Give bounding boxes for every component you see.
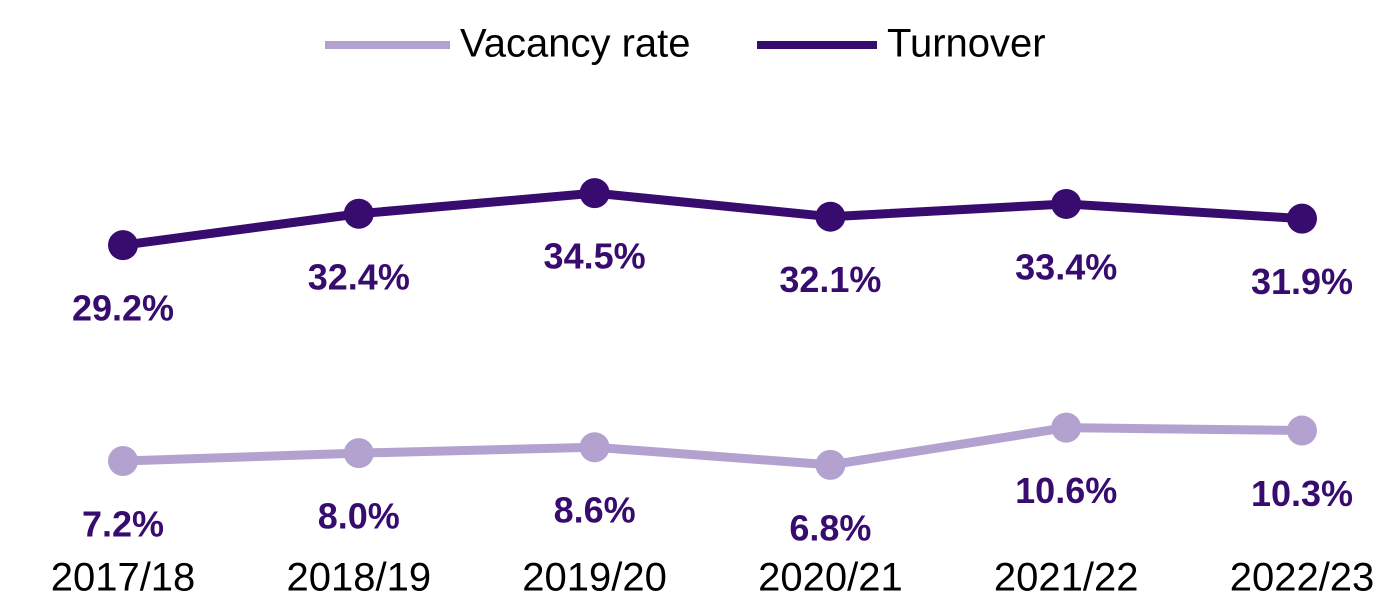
data-point (108, 445, 138, 476)
legend-label: Turnover (887, 22, 1046, 66)
data-point (343, 438, 374, 469)
x-tick-label: 2022/23 (1230, 556, 1375, 598)
data-label: 10.3% (1251, 473, 1353, 514)
x-tick-label: 2019/20 (522, 556, 667, 598)
data-label: 32.4% (308, 256, 410, 297)
x-tick-label: 2018/19 (287, 556, 432, 598)
x-tick-label: 2017/18 (51, 556, 196, 598)
data-label: 8.6% (554, 490, 636, 531)
data-label: 32.1% (779, 259, 881, 300)
series-line (122, 188, 1303, 250)
series-line (122, 423, 1303, 470)
data-point (579, 432, 610, 463)
data-point (1287, 415, 1317, 446)
data-label: 34.5% (544, 236, 646, 277)
data-label: 33.4% (1015, 246, 1117, 287)
data-point (1287, 203, 1317, 234)
data-label: 7.2% (82, 503, 164, 544)
data-point (1051, 188, 1082, 219)
data-label: 8.0% (318, 496, 400, 537)
legend-label: Vacancy rate (460, 22, 691, 66)
data-point (579, 178, 610, 209)
data-label: 10.6% (1015, 470, 1117, 511)
x-tick-label: 2021/22 (994, 556, 1139, 598)
data-point (1051, 412, 1082, 443)
data-label: 29.2% (72, 288, 174, 329)
x-tick-label: 2020/21 (758, 556, 903, 598)
data-point (108, 230, 138, 261)
data-point (815, 201, 846, 232)
data-point (815, 449, 846, 480)
data-label: 31.9% (1251, 261, 1353, 302)
data-point (343, 198, 374, 229)
data-label: 6.8% (789, 507, 871, 548)
